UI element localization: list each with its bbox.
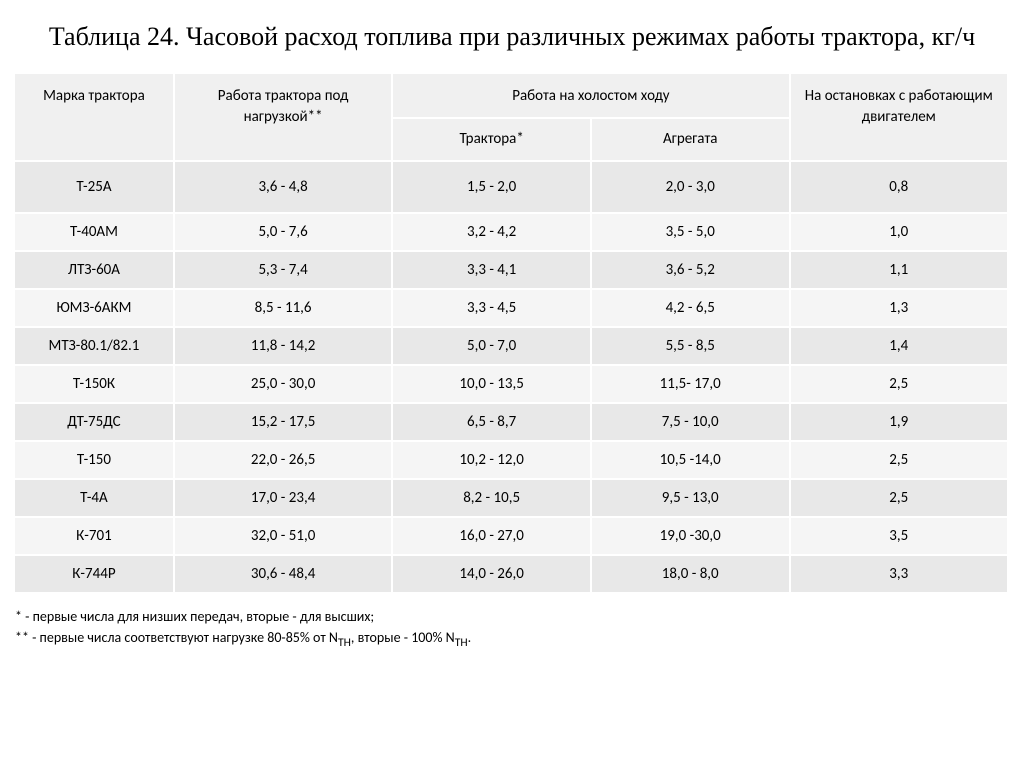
cell-load: 30,6 - 48,4 xyxy=(174,555,392,593)
cell-idle_a: 18,0 - 8,0 xyxy=(591,555,790,593)
cell-stop: 1,4 xyxy=(790,327,1008,365)
cell-stop: 3,5 xyxy=(790,517,1008,555)
header-idle-aggregate: Агрегата xyxy=(591,118,790,161)
cell-idle_a: 3,6 - 5,2 xyxy=(591,251,790,289)
cell-stop: 1,9 xyxy=(790,403,1008,441)
table-title: Таблица 24. Часовой расход топлива при р… xyxy=(15,20,1009,54)
fuel-consumption-table: Марка трактора Работа трактора под нагру… xyxy=(15,74,1009,594)
cell-load: 3,6 - 4,8 xyxy=(174,161,392,213)
cell-brand: МТЗ-80.1/82.1 xyxy=(15,327,174,365)
cell-idle_a: 7,5 - 10,0 xyxy=(591,403,790,441)
cell-idle_t: 1,5 - 2,0 xyxy=(392,161,591,213)
cell-brand: Т-4А xyxy=(15,479,174,517)
table-row: МТЗ-80.1/82.111,8 - 14,25,0 - 7,05,5 - 8… xyxy=(15,327,1008,365)
cell-brand: Т-150 xyxy=(15,441,174,479)
cell-idle_t: 3,3 - 4,5 xyxy=(392,289,591,327)
cell-load: 5,3 - 7,4 xyxy=(174,251,392,289)
cell-idle_a: 4,2 - 6,5 xyxy=(591,289,790,327)
cell-brand: Т-150К xyxy=(15,365,174,403)
header-stopped: На остановках с работающим двигателем xyxy=(790,74,1008,161)
table-row: К-744Р30,6 - 48,414,0 - 26,018,0 - 8,03,… xyxy=(15,555,1008,593)
footnote-2: ** - первые числа соответствуют нагрузке… xyxy=(15,627,1009,652)
cell-idle_a: 19,0 -30,0 xyxy=(591,517,790,555)
cell-brand: ДТ-75ДС xyxy=(15,403,174,441)
cell-load: 22,0 - 26,5 xyxy=(174,441,392,479)
cell-idle_t: 14,0 - 26,0 xyxy=(392,555,591,593)
cell-idle_t: 10,2 - 12,0 xyxy=(392,441,591,479)
table-row: Т-40АМ5,0 - 7,63,2 - 4,23,5 - 5,01,0 xyxy=(15,213,1008,251)
cell-idle_t: 6,5 - 8,7 xyxy=(392,403,591,441)
cell-brand: Т-40АМ xyxy=(15,213,174,251)
cell-idle_a: 10,5 -14,0 xyxy=(591,441,790,479)
table-row: Т-25А3,6 - 4,81,5 - 2,02,0 - 3,00,8 xyxy=(15,161,1008,213)
cell-stop: 1,0 xyxy=(790,213,1008,251)
cell-idle_t: 16,0 - 27,0 xyxy=(392,517,591,555)
cell-stop: 2,5 xyxy=(790,441,1008,479)
cell-load: 17,0 - 23,4 xyxy=(174,479,392,517)
table-row: Т-4А17,0 - 23,48,2 - 10,59,5 - 13,02,5 xyxy=(15,479,1008,517)
cell-stop: 0,8 xyxy=(790,161,1008,213)
cell-idle_a: 11,5- 17,0 xyxy=(591,365,790,403)
table-row: ЮМЗ-6АКМ8,5 - 11,63,3 - 4,54,2 - 6,51,3 xyxy=(15,289,1008,327)
table-row: ДТ-75ДС15,2 - 17,56,5 - 8,77,5 - 10,01,9 xyxy=(15,403,1008,441)
cell-stop: 1,3 xyxy=(790,289,1008,327)
cell-brand: ЛТЗ-60А xyxy=(15,251,174,289)
cell-idle_a: 5,5 - 8,5 xyxy=(591,327,790,365)
cell-stop: 2,5 xyxy=(790,365,1008,403)
cell-load: 25,0 - 30,0 xyxy=(174,365,392,403)
cell-load: 15,2 - 17,5 xyxy=(174,403,392,441)
header-idle-tractor: Трактора* xyxy=(392,118,591,161)
cell-load: 32,0 - 51,0 xyxy=(174,517,392,555)
footnotes: * - первые числа для низших передач, вто… xyxy=(15,606,1009,652)
cell-idle_t: 3,2 - 4,2 xyxy=(392,213,591,251)
cell-load: 11,8 - 14,2 xyxy=(174,327,392,365)
cell-stop: 1,1 xyxy=(790,251,1008,289)
cell-idle_t: 10,0 - 13,5 xyxy=(392,365,591,403)
header-idle-group: Работа на холостом ходу xyxy=(392,74,789,118)
cell-idle_a: 2,0 - 3,0 xyxy=(591,161,790,213)
cell-brand: ЮМЗ-6АКМ xyxy=(15,289,174,327)
cell-brand: К-701 xyxy=(15,517,174,555)
cell-idle_a: 3,5 - 5,0 xyxy=(591,213,790,251)
header-under-load: Работа трактора под нагрузкой** xyxy=(174,74,392,161)
table-row: К-70132,0 - 51,016,0 - 27,019,0 -30,03,5 xyxy=(15,517,1008,555)
cell-stop: 2,5 xyxy=(790,479,1008,517)
table-row: Т-15022,0 - 26,510,2 - 12,010,5 -14,02,5 xyxy=(15,441,1008,479)
cell-load: 8,5 - 11,6 xyxy=(174,289,392,327)
table-row: ЛТЗ-60А5,3 - 7,43,3 - 4,13,6 - 5,21,1 xyxy=(15,251,1008,289)
cell-brand: Т-25А xyxy=(15,161,174,213)
cell-idle_t: 5,0 - 7,0 xyxy=(392,327,591,365)
table-header: Марка трактора Работа трактора под нагру… xyxy=(15,74,1008,161)
footnote-1: * - первые числа для низших передач, вто… xyxy=(15,606,1009,627)
cell-load: 5,0 - 7,6 xyxy=(174,213,392,251)
header-brand: Марка трактора xyxy=(15,74,174,161)
table-body: Т-25А3,6 - 4,81,5 - 2,02,0 - 3,00,8Т-40А… xyxy=(15,161,1008,593)
cell-idle_t: 8,2 - 10,5 xyxy=(392,479,591,517)
table-row: Т-150К25,0 - 30,010,0 - 13,511,5- 17,02,… xyxy=(15,365,1008,403)
cell-stop: 3,3 xyxy=(790,555,1008,593)
cell-idle_a: 9,5 - 13,0 xyxy=(591,479,790,517)
cell-brand: К-744Р xyxy=(15,555,174,593)
cell-idle_t: 3,3 - 4,1 xyxy=(392,251,591,289)
